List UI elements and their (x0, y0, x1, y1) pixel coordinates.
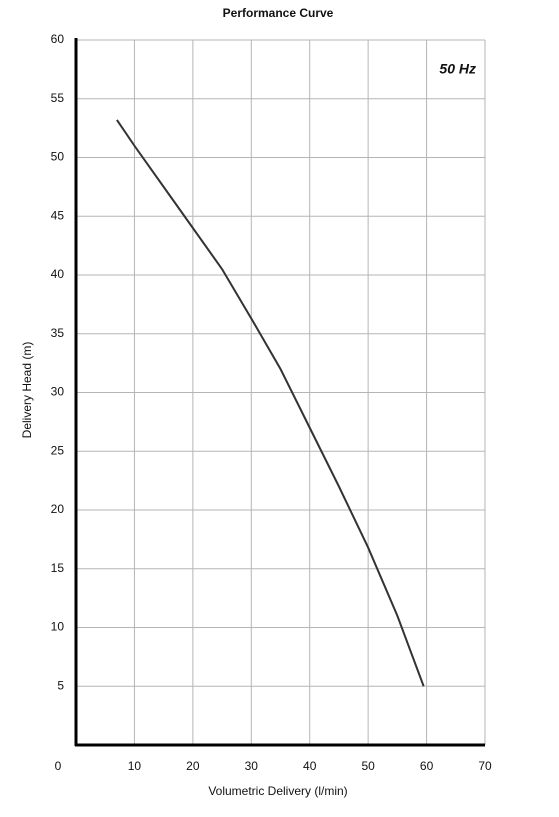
y-tick-label: 5 (57, 678, 64, 692)
x-tick-label: 50 (361, 759, 375, 773)
y-tick-label: 15 (51, 561, 65, 575)
y-tick-label: 45 (51, 208, 65, 222)
y-tick-label: 30 (51, 385, 65, 399)
y-tick-label: 40 (51, 267, 65, 281)
x-tick-label: 10 (128, 759, 142, 773)
y-tick-label: 25 (51, 443, 65, 457)
x-tick-label: 20 (186, 759, 200, 773)
x-tick-label: 70 (478, 759, 492, 773)
x-tick-label: 30 (245, 759, 259, 773)
y-axis-label: Delivery Head (m) (20, 342, 34, 439)
x-tick-label: 60 (420, 759, 434, 773)
chart-title: Performance Curve (223, 6, 334, 20)
y-tick-label: 20 (51, 502, 65, 516)
y-tick-label: 60 (51, 32, 65, 46)
y-tick-label: 35 (51, 326, 65, 340)
y-tick-label: 50 (51, 150, 65, 164)
x-tick-label: 40 (303, 759, 317, 773)
x-tick-label: 0 (55, 759, 62, 773)
y-tick-label: 55 (51, 91, 65, 105)
y-tick-label: 10 (51, 620, 65, 634)
annotation: 50 Hz (439, 61, 476, 77)
x-axis-label: Volumetric Delivery (l/min) (208, 784, 347, 798)
line (116, 119, 425, 687)
